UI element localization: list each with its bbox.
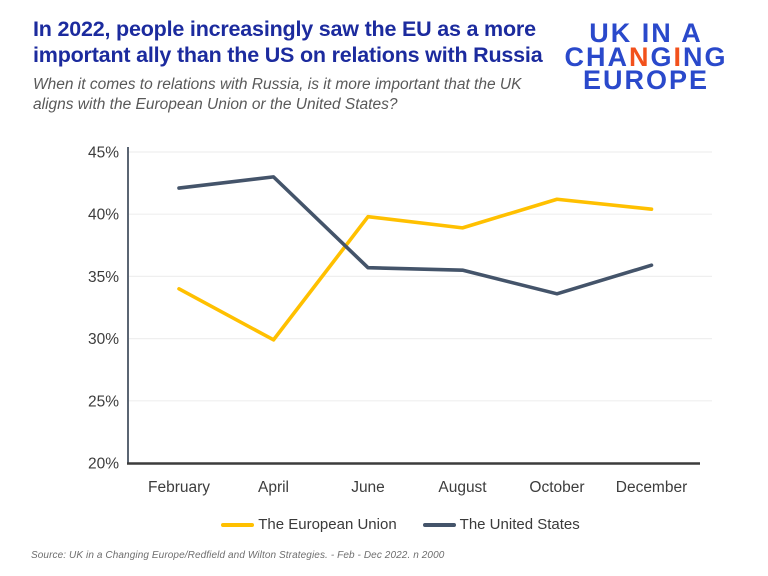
logo-letter-segment: N xyxy=(628,41,651,72)
legend-item: The United States xyxy=(422,516,580,533)
legend-label: The European Union xyxy=(258,516,397,533)
logo-line: UK IN A xyxy=(562,20,730,47)
x-tick-label: December xyxy=(616,479,688,496)
legend-swatch xyxy=(422,522,456,527)
x-tick-label: August xyxy=(438,479,487,496)
series-line-the-european-union xyxy=(177,197,654,342)
y-tick-label: 25% xyxy=(88,393,119,410)
logo-line: CHANGING xyxy=(562,43,730,70)
y-tick-label: 45% xyxy=(88,145,119,162)
logo-letter-segment: UK IN A xyxy=(589,18,703,48)
chart-title: In 2022, people increasingly saw the EU … xyxy=(33,17,543,68)
logo-letter-segment: CHA xyxy=(564,41,629,72)
chart-legend: The European Union The United States xyxy=(128,516,673,533)
legend-item: The European Union xyxy=(221,516,397,533)
y-tick-label: 35% xyxy=(88,269,119,286)
logo-line: EUROPE xyxy=(562,67,730,94)
logo-letter-segment: G xyxy=(650,41,674,72)
y-tick-label: 20% xyxy=(88,456,119,473)
x-tick-label: June xyxy=(351,479,385,496)
y-tick-label: 40% xyxy=(88,207,119,224)
ukice-logo: UK IN A CHANGING EUROPE xyxy=(562,20,730,94)
logo-letter-segment: NG xyxy=(683,41,728,72)
x-tick-label: April xyxy=(258,479,289,496)
source-note: Source: UK in a Changing Europe/Redfield… xyxy=(31,550,445,561)
legend-swatch xyxy=(221,522,255,527)
chart-subtitle: When it comes to relations with Russia, … xyxy=(33,76,522,114)
x-tick-label: October xyxy=(529,479,584,496)
legend-label: The United States xyxy=(459,516,580,533)
logo-letter-segment: EUROPE xyxy=(582,65,710,95)
header: In 2022, people increasingly saw the EU … xyxy=(33,16,593,115)
series-line-the-united-states xyxy=(177,175,654,296)
y-tick-label: 30% xyxy=(88,331,119,348)
logo-letter-segment: I xyxy=(673,41,684,72)
x-tick-label: February xyxy=(148,479,210,496)
